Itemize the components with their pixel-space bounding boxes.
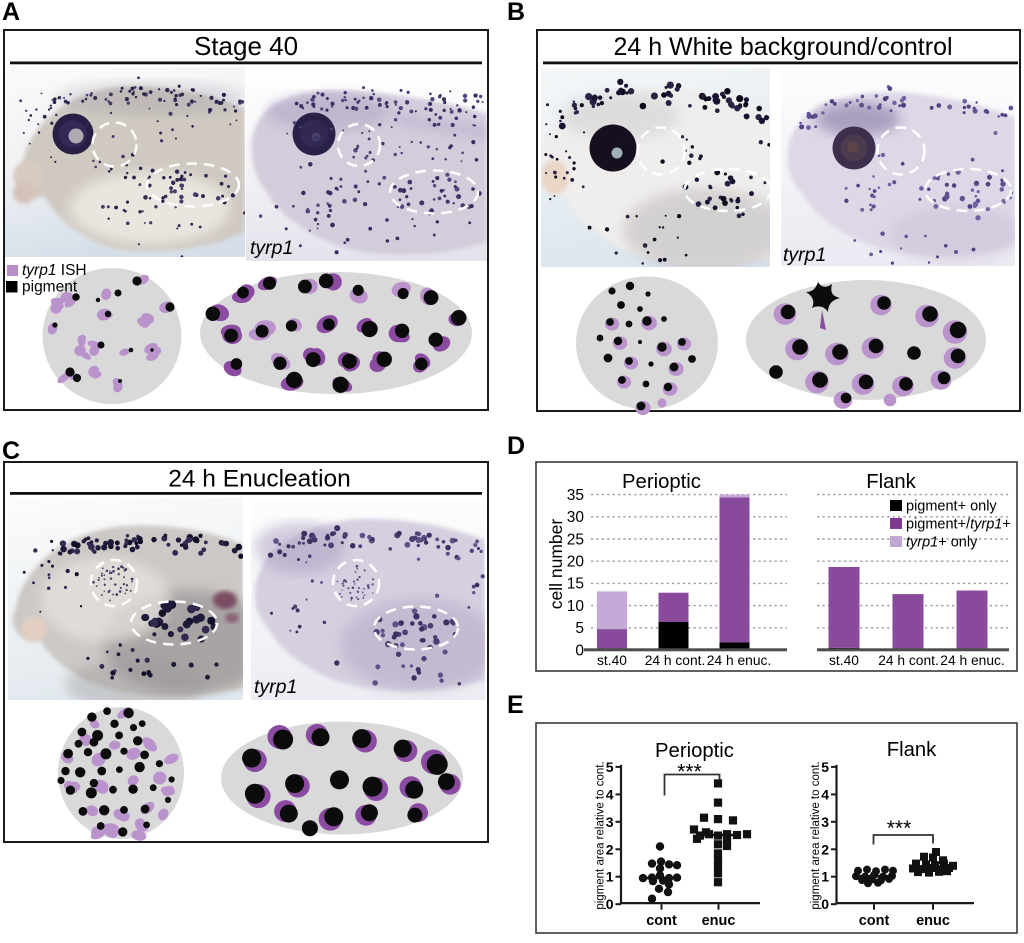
svg-text:pigment area relative to cont.: pigment area relative to cont. [810, 761, 822, 909]
svg-text:tyrp1: tyrp1 [250, 237, 293, 259]
svg-text:0: 0 [606, 896, 614, 912]
svg-text:Flank: Flank [887, 739, 937, 761]
svg-text:pigment area relative to cont.: pigment area relative to cont. [595, 761, 607, 909]
svg-text:30: 30 [567, 509, 585, 526]
svg-text:35: 35 [567, 487, 584, 504]
svg-text:D: D [507, 432, 525, 460]
svg-text:2: 2 [821, 841, 829, 857]
svg-text:pigment+ only: pigment+ only [906, 499, 997, 515]
svg-text:pigment+/tyrp1+: pigment+/tyrp1+ [906, 517, 1011, 533]
svg-text:C: C [2, 437, 20, 465]
svg-text:pigment: pigment [22, 279, 78, 296]
svg-text:tyrp1: tyrp1 [783, 244, 826, 266]
svg-text:cont: cont [859, 913, 890, 929]
svg-text:3: 3 [606, 814, 614, 830]
svg-text:24 h enuc.: 24 h enuc. [940, 653, 1004, 668]
svg-text:enuc: enuc [702, 913, 736, 929]
svg-text:15: 15 [567, 576, 584, 593]
svg-text:5: 5 [821, 759, 829, 775]
svg-text:tyrp1: tyrp1 [254, 676, 297, 698]
svg-text:enuc: enuc [916, 913, 950, 929]
svg-text:tyrp1 ISH: tyrp1 ISH [22, 262, 87, 279]
svg-text:24 h White background/control: 24 h White background/control [613, 33, 952, 61]
svg-text:st.40: st.40 [597, 653, 627, 668]
svg-text:Stage 40: Stage 40 [194, 31, 298, 61]
svg-text:A: A [2, 0, 20, 26]
svg-text:24 h Enucleation: 24 h Enucleation [168, 466, 351, 493]
svg-text:***: *** [677, 761, 702, 784]
svg-text:st.40: st.40 [829, 653, 859, 668]
svg-text:Flank: Flank [866, 471, 916, 493]
svg-text:10: 10 [567, 598, 585, 615]
svg-text:24 h cont.: 24 h cont. [645, 653, 706, 668]
svg-text:5: 5 [606, 759, 614, 775]
svg-text:25: 25 [567, 531, 584, 548]
svg-text:24 h enuc.: 24 h enuc. [707, 653, 771, 668]
svg-text:5: 5 [575, 620, 584, 637]
svg-text:Perioptic: Perioptic [655, 740, 734, 762]
svg-text:B: B [507, 0, 525, 26]
svg-text:Perioptic: Perioptic [622, 471, 701, 493]
svg-text:1: 1 [821, 869, 829, 885]
svg-text:4: 4 [606, 786, 614, 802]
svg-text:E: E [507, 691, 524, 719]
svg-text:1: 1 [606, 869, 614, 885]
svg-text:cont: cont [646, 913, 677, 929]
svg-text:***: *** [887, 817, 912, 840]
svg-text:3: 3 [821, 814, 829, 830]
svg-text:24 h cont.: 24 h cont. [878, 653, 939, 668]
svg-text:tyrp1+ only: tyrp1+ only [906, 535, 978, 551]
svg-text:2: 2 [606, 841, 614, 857]
svg-text:20: 20 [567, 554, 585, 571]
svg-text:cell number: cell number [546, 519, 566, 610]
svg-text:0: 0 [821, 896, 829, 912]
svg-text:4: 4 [821, 786, 829, 802]
svg-text:0: 0 [575, 642, 584, 659]
